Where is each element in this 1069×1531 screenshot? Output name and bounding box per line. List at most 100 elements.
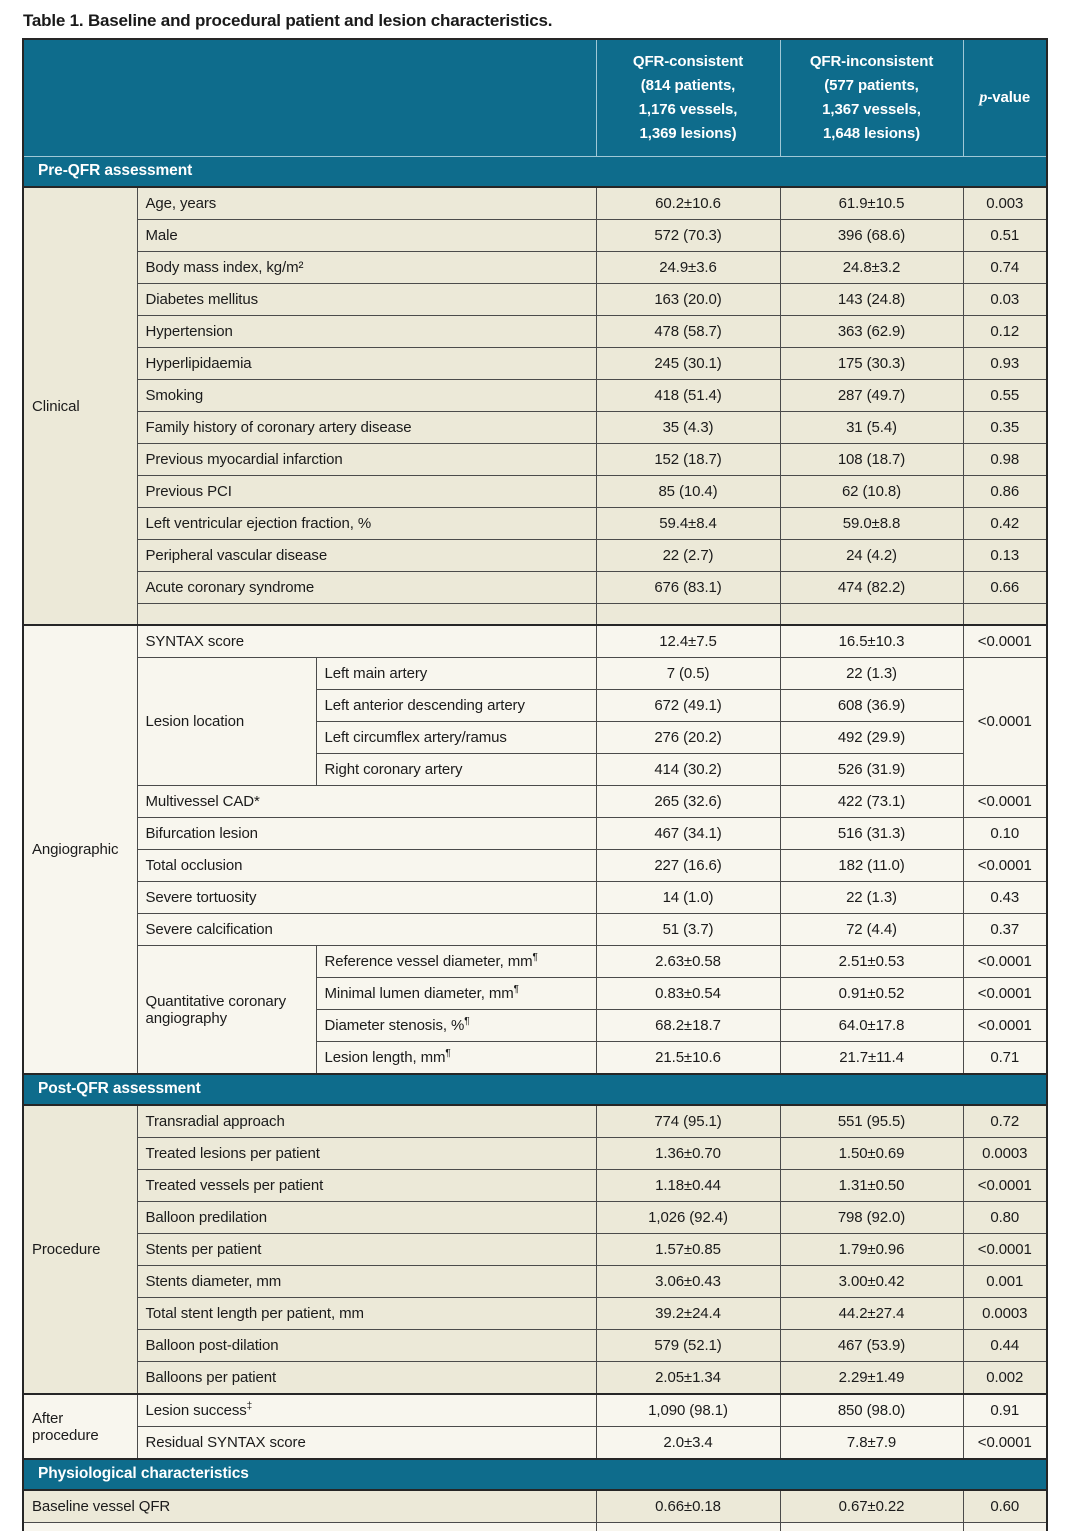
value-p: 0.42 bbox=[962, 507, 1048, 540]
value-p-merged: <0.0001 bbox=[962, 657, 1048, 786]
value-inconsistent: 22 (1.3) bbox=[779, 657, 964, 690]
table-row: Treated vessels per patient 1.18±0.44 1.… bbox=[23, 1169, 1048, 1202]
row-label: Hyperlipidaemia bbox=[136, 347, 597, 380]
value-consistent: 60.2±10.6 bbox=[595, 186, 781, 220]
row-label: Reference vessel diameter, mm¶ bbox=[315, 945, 597, 978]
value-inconsistent: 0.91±0.52 bbox=[779, 977, 964, 1010]
value-p: 0.43 bbox=[962, 881, 1048, 914]
value-p: 0.86 bbox=[962, 475, 1048, 508]
value-consistent: 68.2±18.7 bbox=[595, 1009, 781, 1042]
value-consistent: 1,026 (92.4) bbox=[595, 1201, 781, 1234]
value-consistent: 24.9±3.6 bbox=[595, 251, 781, 284]
table-row: Quantitative coronary angiography Refere… bbox=[23, 945, 1048, 1075]
row-label: Previous PCI bbox=[136, 475, 597, 508]
value-inconsistent: 608 (36.9) bbox=[779, 689, 964, 722]
table-row: Bifurcation lesion 467 (34.1) 516 (31.3)… bbox=[23, 817, 1048, 850]
value-p: 0.66 bbox=[962, 571, 1048, 604]
value-consistent: 418 (51.4) bbox=[595, 379, 781, 412]
table-row: Hypertension 478 (58.7) 363 (62.9) 0.12 bbox=[23, 315, 1048, 348]
value-p: 0.72 bbox=[962, 1104, 1048, 1138]
header-qfr-consistent: QFR-consistent (814 patients, 1,176 vess… bbox=[595, 38, 781, 157]
value-inconsistent: 287 (49.7) bbox=[779, 379, 964, 412]
row-label: Transradial approach bbox=[136, 1104, 597, 1138]
empty-cell bbox=[962, 603, 1048, 626]
value-p: <0.0001 bbox=[962, 945, 1048, 978]
row-label: Diabetes mellitus bbox=[136, 283, 597, 316]
value-p: 0.93 bbox=[962, 347, 1048, 380]
table-row: Diameter stenosis, %¶ 68.2±18.7 64.0±17.… bbox=[23, 1009, 1048, 1042]
table-row: Previous PCI 85 (10.4) 62 (10.8) 0.86 bbox=[23, 475, 1048, 508]
table-row: Balloon post-dilation 579 (52.1) 467 (53… bbox=[23, 1329, 1048, 1362]
category-after-procedure: After procedure bbox=[22, 1393, 138, 1460]
table-row: Baseline vessel QFR 0.66±0.18 0.67±0.22 … bbox=[22, 1489, 1048, 1523]
value-p: <0.0001 bbox=[962, 624, 1048, 658]
value-p: 0.37 bbox=[962, 913, 1048, 946]
header-qfr-inconsistent: QFR-inconsistent (577 patients, 1,367 ve… bbox=[779, 38, 964, 157]
value-p: 0.10 bbox=[962, 817, 1048, 850]
value-inconsistent: 22 (1.3) bbox=[779, 881, 964, 914]
value-p: 0.74 bbox=[962, 251, 1048, 284]
subcategory-lesion-location: Lesion location bbox=[136, 657, 317, 786]
table-row: Total occlusion 227 (16.6) 182 (11.0) <0… bbox=[23, 849, 1048, 882]
row-label: Family history of coronary artery diseas… bbox=[136, 411, 597, 444]
value-p: <0.0001 bbox=[962, 977, 1048, 1010]
row-label: Peripheral vascular disease bbox=[136, 539, 597, 572]
value-inconsistent: 21.7±11.4 bbox=[779, 1041, 964, 1075]
table-row: Stents per patient 1.57±0.85 1.79±0.96 <… bbox=[23, 1233, 1048, 1266]
value-consistent: 1,090 (98.1) bbox=[595, 1393, 781, 1427]
table-row: Clinical Age, years 60.2±10.6 61.9±10.5 … bbox=[22, 186, 1048, 626]
value-consistent: 467 (34.1) bbox=[595, 817, 781, 850]
table-row: Left anterior descending artery 672 (49.… bbox=[23, 689, 1047, 722]
value-p: 0.91 bbox=[962, 1393, 1048, 1427]
row-label: Age, years bbox=[136, 186, 597, 220]
value-inconsistent: 850 (98.0) bbox=[779, 1393, 964, 1427]
table-row: Severe calcification 51 (3.7) 72 (4.4) 0… bbox=[23, 913, 1048, 946]
value-inconsistent: 396 (68.6) bbox=[779, 219, 964, 252]
value-consistent: 1.36±0.70 bbox=[595, 1137, 781, 1170]
value-consistent: 672 (49.1) bbox=[595, 689, 781, 722]
table-row: Minimal lumen diameter, mm¶ 0.83±0.54 0.… bbox=[23, 977, 1048, 1010]
value-p: <0.0001 bbox=[962, 785, 1048, 818]
table-row: Residual SYNTAX score 2.0±3.4 7.8±7.9 <0… bbox=[23, 1426, 1048, 1460]
table-row: Family history of coronary artery diseas… bbox=[23, 411, 1048, 444]
value-p: 0.13 bbox=[962, 539, 1048, 572]
value-inconsistent: 31 (5.4) bbox=[779, 411, 964, 444]
category-clinical: Clinical bbox=[22, 186, 138, 626]
value-consistent: 265 (32.6) bbox=[595, 785, 781, 818]
value-p: 0.35 bbox=[962, 411, 1048, 444]
row-label: Balloons per patient bbox=[136, 1361, 597, 1395]
row-label: Treated lesions per patient bbox=[136, 1137, 597, 1170]
value-inconsistent: 516 (31.3) bbox=[779, 817, 964, 850]
value-p: 0.80 bbox=[962, 1201, 1048, 1234]
value-inconsistent: 2.51±0.53 bbox=[779, 945, 964, 978]
row-label: Body mass index, kg/m² bbox=[136, 251, 597, 284]
row-label: Stents diameter, mm bbox=[136, 1265, 597, 1298]
table-row: Balloons per patient 2.05±1.34 2.29±1.49… bbox=[23, 1361, 1048, 1395]
row-label: Severe tortuosity bbox=[136, 881, 597, 914]
value-consistent: 414 (30.2) bbox=[595, 753, 781, 786]
value-consistent: 2.0±3.4 bbox=[595, 1426, 781, 1460]
table-row: Multivessel CAD* 265 (32.6) 422 (73.1) <… bbox=[23, 785, 1048, 818]
value-inconsistent: 143 (24.8) bbox=[779, 283, 964, 316]
row-label: Stents per patient bbox=[136, 1233, 597, 1266]
label-text: Reference vessel diameter, mm bbox=[324, 953, 533, 970]
row-label: Severe calcification bbox=[136, 913, 597, 946]
footnote-marker: ¶ bbox=[513, 984, 519, 995]
row-label: Hypertension bbox=[136, 315, 597, 348]
value-inconsistent: 526 (31.9) bbox=[779, 753, 964, 786]
value-consistent: 572 (70.3) bbox=[595, 219, 781, 252]
empty-cell bbox=[779, 603, 964, 626]
section-header-post-qfr: Post-QFR assessment bbox=[22, 1073, 1048, 1106]
table-row-empty bbox=[23, 603, 1048, 626]
value-consistent: 2.63±0.58 bbox=[595, 945, 781, 978]
value-p: 0.0003 bbox=[962, 1137, 1048, 1170]
section-title: Post-QFR assessment bbox=[22, 1073, 1048, 1106]
value-inconsistent: 363 (62.9) bbox=[779, 315, 964, 348]
value-consistent: 1.18±0.44 bbox=[595, 1169, 781, 1202]
value-consistent: 51 (3.7) bbox=[595, 913, 781, 946]
value-consistent: 3.06±0.43 bbox=[595, 1265, 781, 1298]
section-title: Physiological characteristics bbox=[22, 1458, 1048, 1491]
value-inconsistent: 968 (70.8) bbox=[779, 1522, 964, 1531]
value-p: 0.03 bbox=[962, 283, 1048, 316]
table-title: Table 1. Baseline and procedural patient… bbox=[23, 11, 553, 30]
